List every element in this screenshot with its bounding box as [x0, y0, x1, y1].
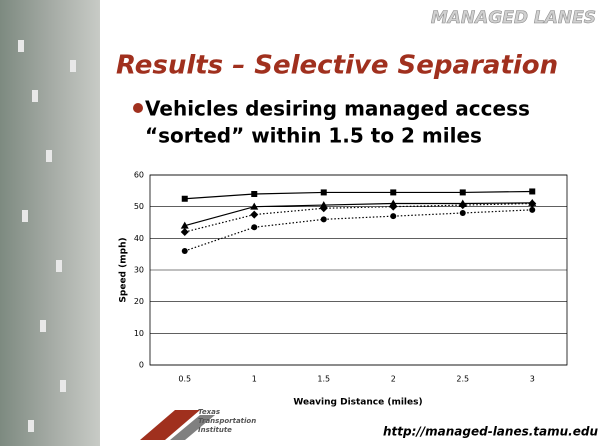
y-axis-label: Speed (mph): [119, 237, 129, 302]
header: MANAGED LANES: [431, 8, 596, 28]
y-tick-label: 10: [134, 329, 144, 338]
logo-text: Transportation: [198, 417, 256, 425]
marker: [181, 228, 189, 236]
bullet-line: “sorted” within 1.5 to 2 miles: [145, 124, 482, 148]
bullet-line: Vehicles desiring managed access: [145, 97, 530, 121]
series-line: [185, 210, 533, 251]
series-line: [185, 191, 533, 198]
x-tick-label: 2: [391, 375, 396, 384]
slide: MANAGED LANES Results – Selective Separa…: [0, 0, 606, 446]
y-tick-label: 40: [134, 234, 144, 243]
url: http://managed-lanes.tamu.edu: [383, 425, 598, 439]
x-tick-label: 0.5: [178, 375, 191, 384]
y-tick-label: 50: [134, 202, 144, 211]
x-tick-label: 3: [530, 375, 535, 384]
marker: [321, 189, 327, 195]
marker: [390, 213, 396, 219]
marker: [390, 189, 396, 195]
marker: [182, 196, 188, 202]
x-tick-label: 1: [252, 375, 257, 384]
y-tick-label: 0: [139, 361, 144, 370]
slide-title: Results – Selective Separation: [116, 51, 558, 81]
marker: [250, 211, 258, 219]
marker: [529, 188, 535, 194]
marker: [460, 189, 466, 195]
y-tick-label: 60: [134, 171, 144, 180]
y-tick-label: 30: [134, 266, 144, 275]
x-axis-label: Weaving Distance (miles): [293, 398, 422, 408]
chart: MANAGED LANES Results – Selective Separa…: [0, 0, 606, 446]
marker: [528, 200, 536, 208]
marker: [251, 191, 257, 197]
marker: [459, 201, 467, 209]
bullet-dot: [133, 103, 143, 113]
marker: [182, 248, 188, 254]
marker: [251, 224, 257, 230]
logo-text: Texas: [198, 408, 220, 416]
marker: [460, 210, 466, 216]
series-line: [185, 204, 533, 233]
marker: [529, 207, 535, 213]
x-tick-label: 1.5: [317, 375, 330, 384]
x-tick-label: 2.5: [456, 375, 469, 384]
logo-text: Institute: [198, 426, 232, 434]
series-line: [185, 203, 533, 226]
y-tick-label: 20: [134, 297, 144, 306]
photo-strip: [0, 0, 100, 446]
marker: [321, 216, 327, 222]
